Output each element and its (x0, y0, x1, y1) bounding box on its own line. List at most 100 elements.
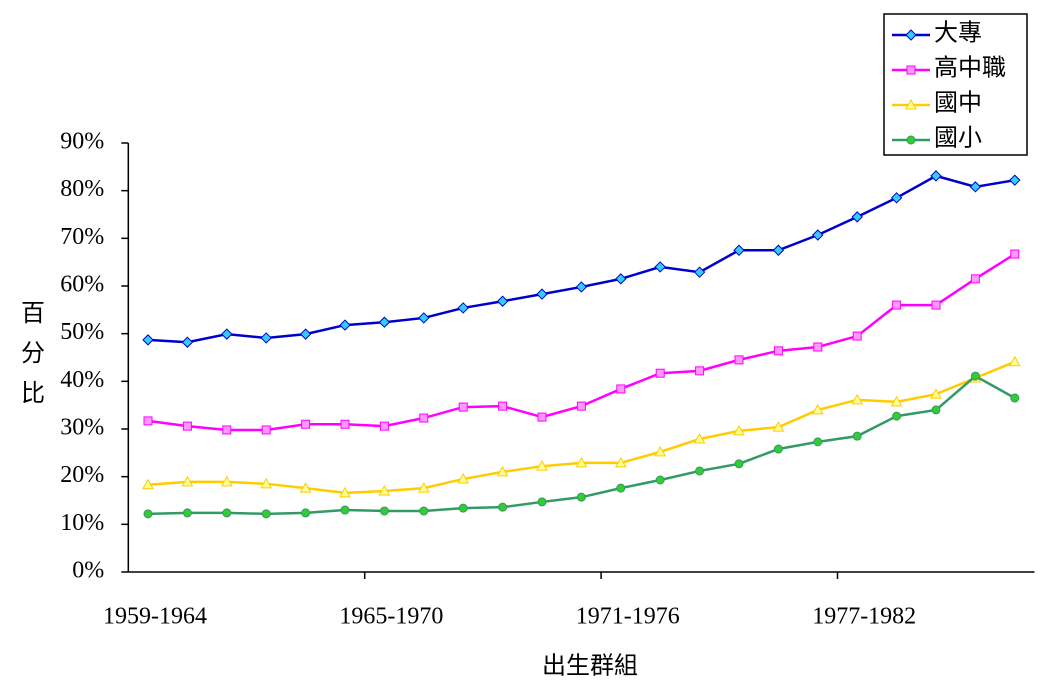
x-axis-label: 出生群組 (542, 653, 638, 680)
marker (654, 261, 666, 273)
marker (734, 355, 744, 365)
marker (182, 421, 192, 431)
marker (733, 244, 745, 256)
marker (182, 508, 192, 518)
marker (418, 312, 430, 324)
marker (616, 483, 626, 493)
marker (261, 509, 271, 519)
marker (1010, 393, 1020, 403)
marker (575, 281, 588, 293)
marker (220, 475, 233, 487)
marker (143, 509, 153, 519)
marker (221, 328, 233, 340)
marker (340, 505, 350, 515)
marker (142, 334, 154, 346)
marker (260, 477, 273, 489)
marker (772, 421, 785, 432)
marker (379, 421, 389, 431)
marker (970, 371, 980, 381)
y-tick-label: 70% (60, 224, 104, 250)
marker (457, 473, 470, 484)
marker (655, 368, 665, 378)
marker (773, 346, 783, 356)
marker (906, 65, 916, 75)
marker (905, 29, 917, 41)
marker (496, 295, 509, 307)
marker (340, 419, 350, 429)
marker (851, 211, 863, 223)
marker (260, 332, 272, 344)
marker (458, 503, 468, 513)
series (143, 371, 1020, 519)
marker (812, 229, 824, 241)
marker (654, 445, 667, 457)
marker (417, 482, 430, 493)
marker (890, 395, 903, 407)
y-tick-label: 50% (60, 319, 104, 345)
marker (892, 411, 902, 421)
marker (498, 401, 508, 411)
marker (969, 181, 982, 193)
marker (339, 486, 351, 498)
marker (339, 319, 351, 331)
series (142, 170, 1021, 348)
marker (378, 316, 391, 328)
marker (419, 506, 429, 516)
marker (301, 508, 311, 518)
y-tick-label: 0% (72, 558, 104, 584)
marker (537, 412, 547, 422)
series-line (147, 174, 1016, 344)
marker (1009, 174, 1021, 186)
marker (852, 431, 862, 441)
marker (498, 502, 508, 512)
marker (1010, 249, 1020, 259)
marker (181, 336, 194, 348)
marker (734, 459, 744, 469)
marker (536, 288, 548, 300)
marker (892, 300, 902, 310)
marker (616, 384, 626, 394)
marker (576, 492, 586, 502)
marker (615, 273, 627, 285)
marker (655, 475, 665, 485)
y-tick-label: 20% (60, 462, 104, 488)
series (143, 249, 1020, 435)
marker (496, 465, 509, 477)
marker (695, 366, 705, 376)
marker (906, 135, 916, 145)
marker (931, 405, 941, 415)
marker (695, 466, 705, 476)
y-tick-label: 80% (60, 176, 104, 202)
marker (576, 401, 586, 411)
legend-label: 國小 (934, 125, 982, 152)
marker (299, 328, 312, 340)
marker (693, 432, 706, 444)
marker (931, 300, 941, 310)
marker (142, 478, 154, 490)
marker (905, 98, 917, 110)
marker (222, 508, 232, 518)
marker (851, 393, 864, 405)
legend-label: 大專 (934, 20, 982, 47)
marker (301, 419, 311, 429)
marker (930, 170, 942, 182)
y-tick-label: 30% (60, 415, 104, 441)
marker (614, 456, 627, 468)
marker (772, 244, 785, 256)
series (142, 355, 1021, 498)
y-axis-label: 百分比 (16, 300, 43, 420)
marker (575, 456, 588, 468)
legend-label: 國中 (934, 90, 982, 117)
marker (458, 402, 468, 412)
x-tick-label: 1965-1970 (339, 604, 443, 630)
marker (852, 331, 862, 341)
marker (693, 266, 706, 278)
marker (1008, 355, 1021, 367)
marker (222, 425, 232, 435)
legend-label: 高中職 (934, 55, 1006, 82)
x-tick-label: 1971-1976 (576, 604, 680, 630)
marker (930, 388, 942, 399)
marker (419, 413, 429, 423)
